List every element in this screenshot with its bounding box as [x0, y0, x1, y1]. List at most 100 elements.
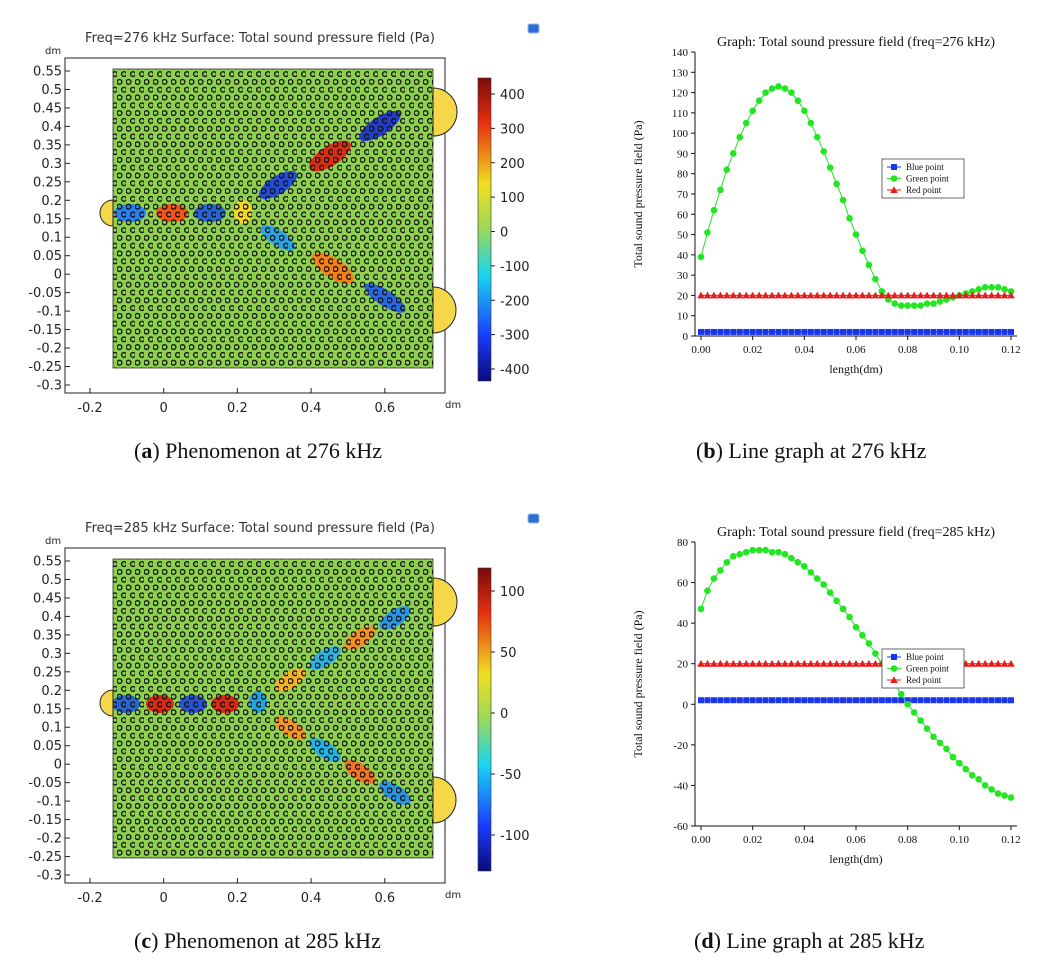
data-point	[723, 697, 730, 704]
x-tick-label: 0.08	[898, 834, 918, 846]
x-tick-label: 0.4	[301, 891, 322, 906]
caption-a: (a) Phenomenon at 276 kHz	[134, 438, 383, 463]
colorbar-tick-label: -300	[500, 329, 530, 344]
colorbar	[477, 567, 492, 872]
data-point	[819, 659, 828, 667]
data-point	[813, 575, 821, 582]
data-point	[871, 291, 880, 299]
data-point	[814, 697, 821, 704]
data-point	[794, 97, 802, 104]
data-point	[788, 328, 795, 335]
data-point	[840, 328, 847, 335]
data-point	[743, 697, 750, 704]
data-point	[717, 186, 724, 194]
data-point	[749, 328, 756, 335]
data-point	[995, 328, 1002, 335]
series-line	[700, 85, 1012, 307]
data-point	[755, 546, 763, 554]
y-tick-label: -0.25	[28, 850, 62, 865]
y-tick-label: 0.15	[33, 702, 62, 717]
data-point	[697, 605, 705, 613]
data-point	[736, 550, 744, 558]
data-point	[872, 275, 879, 283]
y-tick-label: 40	[677, 250, 689, 262]
data-point	[801, 563, 808, 570]
data-point	[742, 659, 751, 667]
x-tick-label: 0.6	[374, 401, 395, 416]
data-point	[897, 302, 905, 309]
series-blue-point	[698, 697, 1014, 704]
legend-marker	[890, 186, 898, 193]
data-point	[755, 659, 763, 667]
data-point	[762, 546, 769, 554]
data-point	[781, 85, 789, 92]
data-point	[819, 291, 828, 299]
legend-label: Red point	[906, 185, 942, 195]
x-tick-label: 0.6	[374, 891, 395, 906]
y-tick-label: 50	[677, 230, 689, 242]
data-point	[911, 697, 918, 704]
panel-d-graph: Graph: Total sound pressure field (freq=…	[560, 490, 1045, 910]
x-tick-label: 0.12	[1001, 834, 1020, 846]
data-point	[982, 328, 989, 335]
simulation-plot-276: Freq=276 kHz Surface: Total sound pressu…	[28, 23, 540, 416]
data-point	[853, 328, 859, 335]
data-point	[865, 659, 873, 667]
data-point	[891, 697, 898, 704]
series-red-point	[697, 291, 1015, 299]
data-point	[736, 133, 744, 141]
colorbar-tick-label: -200	[500, 294, 530, 309]
x-tick-label: 0.04	[795, 344, 815, 356]
data-point	[846, 697, 853, 704]
data-point	[1001, 792, 1008, 799]
data-point	[1007, 291, 1015, 299]
y-tick-label: 70	[677, 189, 689, 201]
data-point	[878, 697, 885, 704]
data-point	[956, 697, 963, 704]
data-point	[1000, 659, 1009, 667]
data-point	[729, 150, 737, 157]
legend-label: Red point	[906, 675, 942, 685]
data-point	[794, 659, 802, 667]
data-point	[930, 300, 937, 307]
data-point	[807, 697, 814, 704]
input-port	[99, 199, 114, 227]
data-point	[949, 291, 957, 299]
data-point	[774, 659, 783, 667]
x-tick-label: 0.4	[301, 401, 322, 416]
data-point	[788, 554, 795, 562]
data-point	[723, 291, 731, 299]
data-point	[768, 85, 776, 92]
data-point	[801, 107, 808, 115]
data-point	[769, 328, 776, 335]
data-point	[742, 548, 750, 556]
data-point	[987, 291, 996, 299]
data-point	[704, 229, 711, 236]
data-point	[949, 328, 956, 335]
y-tick-label: 0.05	[33, 249, 62, 264]
colorbar-tick-label: 0	[500, 707, 508, 722]
colorbar-tick-label: -100	[500, 829, 530, 844]
simulation-plot-285: Freq=285 kHz Surface: Total sound pressu…	[28, 513, 540, 906]
data-point	[1007, 659, 1015, 667]
data-point	[813, 291, 822, 299]
data-point	[903, 291, 912, 299]
data-point	[787, 291, 796, 299]
data-point	[962, 697, 969, 704]
data-point	[717, 328, 724, 335]
legend-marker	[891, 654, 897, 660]
data-point	[962, 765, 970, 773]
data-point	[956, 328, 963, 335]
sim-title: Freq=285 kHz Surface: Total sound pressu…	[85, 521, 435, 536]
data-point	[697, 253, 705, 261]
output-port-bottom	[432, 776, 457, 824]
y-tick-label: 0.45	[33, 101, 62, 116]
data-point	[749, 546, 756, 554]
data-point	[846, 613, 853, 621]
legend-marker	[890, 175, 898, 182]
data-point	[748, 659, 757, 667]
y-unit: dm	[45, 46, 61, 57]
data-point	[994, 291, 1002, 299]
data-point	[911, 328, 918, 335]
